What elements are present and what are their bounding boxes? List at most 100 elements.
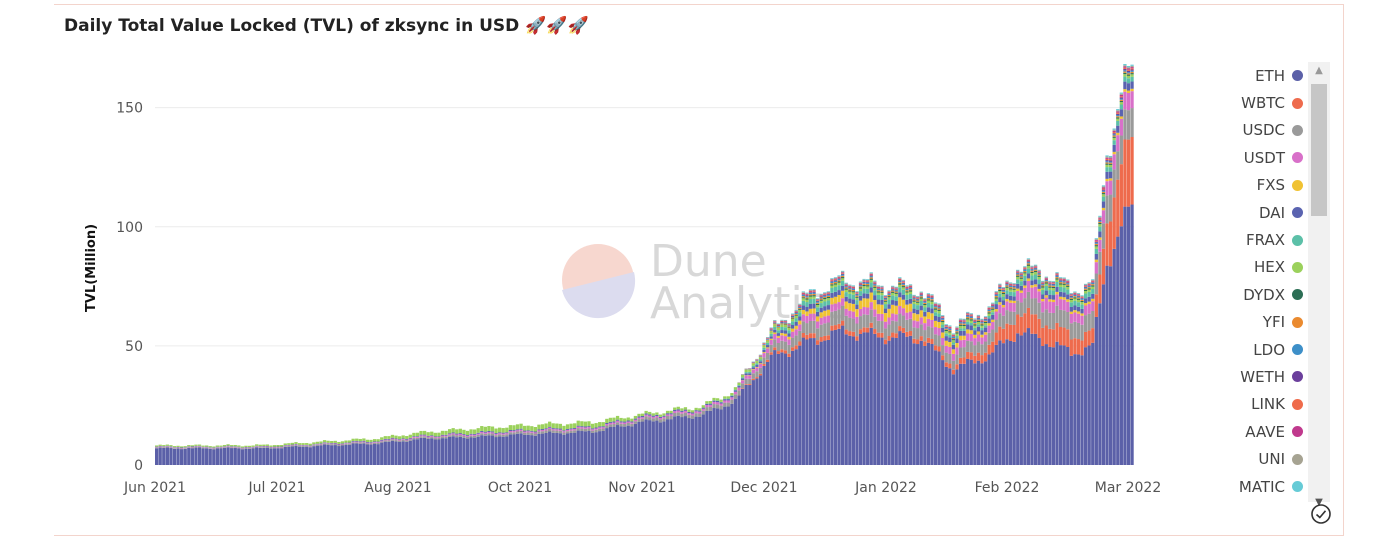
bar-segment-eth[interactable]	[372, 444, 377, 465]
bar-segment-aave[interactable]	[1005, 282, 1009, 283]
bar-segment-weth[interactable]	[776, 325, 780, 326]
bar-segment-frax[interactable]	[941, 324, 945, 328]
bar-segment-fxs[interactable]	[755, 366, 759, 368]
bar-segment-ldo[interactable]	[794, 313, 798, 315]
bar-segment-uni[interactable]	[1058, 277, 1063, 279]
bar-segment-hex[interactable]	[244, 445, 248, 448]
bar-segment-dai[interactable]	[626, 420, 630, 422]
bar-segment-dydx[interactable]	[855, 296, 859, 298]
bar-segment-yfi[interactable]	[966, 316, 970, 319]
bar-segment-eth[interactable]	[212, 449, 216, 465]
bar-segment-usdt[interactable]	[344, 443, 348, 444]
bar-segment-dai[interactable]	[1112, 144, 1116, 152]
bar-segment-eth[interactable]	[330, 445, 334, 465]
bar-segment-eth[interactable]	[612, 426, 616, 465]
bar-segment-matic[interactable]	[826, 291, 830, 292]
bar-segment-eth[interactable]	[487, 435, 491, 465]
bar-segment-eth[interactable]	[1094, 316, 1098, 465]
bar-segment-wbtc[interactable]	[901, 327, 906, 333]
bar-segment-uni[interactable]	[1066, 280, 1070, 281]
bar-segment-aave[interactable]	[1116, 111, 1120, 113]
bar-segment-usdc[interactable]	[290, 445, 295, 447]
bar-segment-eth[interactable]	[926, 342, 931, 465]
bar-segment-frax[interactable]	[887, 299, 891, 305]
bar-segment-weth[interactable]	[941, 317, 945, 319]
bar-segment-dai[interactable]	[376, 441, 380, 443]
bar-segment-eth[interactable]	[1083, 347, 1088, 465]
bar-segment-ldo[interactable]	[912, 298, 916, 300]
bar-segment-frax[interactable]	[1126, 78, 1131, 84]
bar-segment-eth[interactable]	[180, 449, 184, 465]
bar-segment-eth[interactable]	[226, 447, 230, 465]
bar-segment-matic[interactable]	[1016, 269, 1020, 271]
bar-segment-weth[interactable]	[783, 322, 788, 323]
bar-segment-weth[interactable]	[1073, 294, 1077, 295]
bar-segment-fxs[interactable]	[758, 363, 763, 365]
bar-segment-weth[interactable]	[976, 317, 981, 319]
bar-segment-dydx[interactable]	[883, 300, 888, 302]
bar-segment-dydx[interactable]	[787, 327, 791, 328]
bar-segment-usdc[interactable]	[740, 383, 745, 389]
bar-segment-dai[interactable]	[998, 297, 1002, 303]
bar-segment-aave[interactable]	[1026, 259, 1031, 261]
bar-segment-uni[interactable]	[862, 279, 866, 281]
bar-segment-hex[interactable]	[605, 418, 609, 423]
bar-segment-weth[interactable]	[1119, 97, 1123, 99]
bar-segment-frax[interactable]	[976, 324, 981, 327]
bar-segment-matic[interactable]	[937, 303, 941, 305]
bar-segment-yfi[interactable]	[969, 318, 973, 320]
bar-segment-matic[interactable]	[962, 318, 966, 320]
bar-segment-yfi[interactable]	[844, 287, 848, 289]
bar-segment-weth[interactable]	[858, 284, 863, 286]
bar-segment-dydx[interactable]	[1073, 297, 1077, 299]
bar-segment-frax[interactable]	[769, 333, 773, 337]
bar-segment-usdc[interactable]	[194, 446, 198, 448]
bar-segment-dai[interactable]	[812, 303, 816, 309]
bar-segment-weth[interactable]	[837, 278, 841, 280]
bar-segment-ldo[interactable]	[790, 316, 795, 318]
bar-segment-fxs[interactable]	[765, 347, 770, 349]
bar-segment-usdc[interactable]	[640, 418, 645, 422]
bar-segment-hex[interactable]	[826, 298, 830, 301]
bar-segment-eth[interactable]	[433, 439, 437, 465]
bar-segment-dydx[interactable]	[880, 291, 884, 293]
bar-segment-eth[interactable]	[276, 448, 280, 465]
legend-item-usdt[interactable]: USDT	[1195, 144, 1303, 171]
bar-segment-fxs[interactable]	[1055, 291, 1059, 295]
bar-segment-eth[interactable]	[983, 361, 988, 465]
bar-segment-link[interactable]	[1101, 188, 1106, 190]
bar-segment-usdc[interactable]	[651, 418, 655, 422]
bar-segment-weth[interactable]	[798, 306, 802, 307]
bar-segment-uni[interactable]	[1023, 266, 1027, 268]
bar-segment-dai[interactable]	[687, 411, 691, 413]
bar-segment-fxs[interactable]	[1076, 311, 1081, 314]
bar-segment-eth[interactable]	[1048, 346, 1052, 465]
bar-segment-fxs[interactable]	[816, 316, 820, 322]
bar-segment-aave[interactable]	[1044, 278, 1048, 279]
bar-segment-hex[interactable]	[408, 434, 412, 438]
bar-segment-dai[interactable]	[433, 436, 437, 438]
bar-segment-usdc[interactable]	[322, 443, 327, 445]
bar-segment-fxs[interactable]	[848, 303, 852, 311]
bar-segment-hex[interactable]	[844, 289, 848, 293]
bar-segment-ldo[interactable]	[837, 279, 841, 281]
bar-segment-weth[interactable]	[826, 294, 830, 295]
bar-segment-eth[interactable]	[1073, 354, 1077, 465]
bar-segment-yfi[interactable]	[841, 275, 845, 278]
bar-segment-usdc[interactable]	[258, 447, 262, 448]
bar-segment-dai[interactable]	[858, 295, 863, 301]
bar-segment-eth[interactable]	[841, 325, 845, 465]
bar-segment-eth[interactable]	[912, 343, 916, 465]
bar-segment-link[interactable]	[841, 273, 845, 274]
bar-segment-fxs[interactable]	[933, 320, 938, 328]
bar-segment-matic[interactable]	[808, 289, 813, 290]
bar-segment-yfi[interactable]	[816, 302, 820, 304]
bar-segment-wbtc[interactable]	[880, 332, 884, 338]
bar-segment-usdt[interactable]	[723, 400, 727, 403]
bar-segment-weth[interactable]	[1055, 275, 1059, 276]
bar-segment-frax[interactable]	[1069, 302, 1073, 307]
bar-segment-usdc[interactable]	[533, 433, 538, 436]
bar-segment-uni[interactable]	[869, 273, 873, 274]
bar-segment-usdc[interactable]	[730, 399, 734, 404]
bar-segment-usdc[interactable]	[1058, 309, 1063, 327]
